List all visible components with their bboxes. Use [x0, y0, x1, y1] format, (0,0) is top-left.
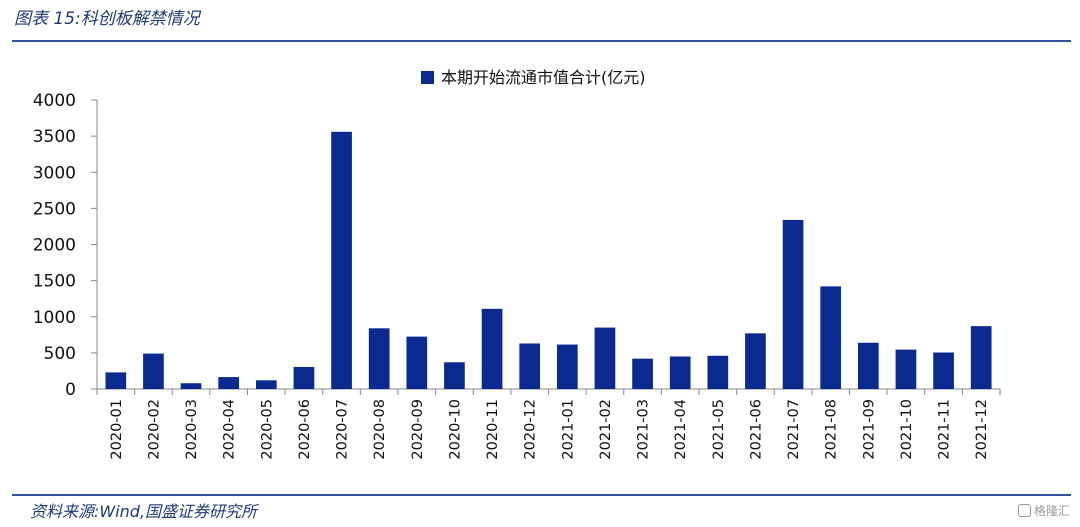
x-category-label: 2020-06 — [297, 399, 313, 460]
watermark: 格隆汇 — [1017, 502, 1070, 519]
x-category-label: 2021-11 — [937, 399, 953, 460]
bar — [180, 383, 202, 389]
source-note: 资料来源:Wind,国盛证券研究所 — [30, 502, 258, 521]
bar — [556, 344, 578, 389]
x-category-label: 2020-12 — [523, 399, 539, 460]
legend-swatch — [421, 71, 434, 84]
figure-title: 图表 15:科创板解禁情况 — [14, 9, 200, 29]
x-category-label: 2020-07 — [335, 399, 351, 460]
bar — [745, 333, 766, 389]
x-category-label: 2021-02 — [598, 399, 614, 460]
x-category-label: 2020-01 — [109, 399, 125, 460]
bar — [519, 343, 541, 389]
source-divider — [12, 494, 1071, 496]
bar — [406, 336, 428, 389]
y-tick-label: 3000 — [33, 163, 76, 183]
bar — [481, 308, 503, 389]
bar — [669, 356, 691, 389]
x-category-label: 2021-10 — [899, 399, 915, 460]
bar — [707, 355, 729, 389]
y-tick-label: 2500 — [33, 199, 76, 219]
bar — [820, 286, 842, 389]
bar — [368, 328, 390, 389]
y-tick-label: 0 — [65, 380, 76, 400]
y-tick-label: 4000 — [33, 91, 76, 111]
y-tick-label: 1500 — [33, 272, 76, 292]
bar — [970, 326, 992, 389]
x-category-label: 2020-02 — [146, 399, 162, 460]
bar — [105, 372, 127, 389]
bar — [594, 327, 616, 389]
bar — [293, 366, 315, 389]
bar — [632, 358, 653, 389]
x-category-label: 2021-08 — [824, 399, 840, 460]
watermark-logo-icon — [1017, 504, 1031, 517]
x-category-label: 2020-03 — [184, 399, 200, 460]
x-category-label: 2020-11 — [485, 399, 501, 460]
bar — [933, 352, 954, 389]
x-category-label: 2021-06 — [748, 399, 764, 460]
x-category-label: 2021-07 — [786, 399, 802, 460]
x-category-label: 2021-03 — [636, 399, 652, 460]
y-tick-label: 1000 — [33, 308, 76, 328]
x-category-label: 2021-09 — [861, 399, 877, 460]
bar — [857, 342, 879, 389]
x-category-label: 2020-08 — [372, 399, 388, 460]
legend-label: 本期开始流通市值合计(亿元) — [441, 68, 646, 87]
title-divider — [12, 40, 1071, 42]
bar — [331, 131, 352, 390]
x-category-label: 2020-04 — [222, 399, 238, 460]
x-category-label: 2021-01 — [560, 399, 576, 460]
bar — [895, 349, 917, 389]
y-tick-label: 500 — [44, 344, 76, 364]
bar — [143, 353, 164, 389]
bar — [255, 380, 277, 389]
watermark-text: 格隆汇 — [1033, 504, 1070, 518]
bar — [782, 219, 804, 389]
x-category-label: 2021-12 — [974, 399, 990, 460]
y-tick-label: 3500 — [33, 127, 76, 147]
bar — [218, 377, 240, 389]
x-category-label: 2021-05 — [711, 399, 727, 460]
x-category-label: 2020-05 — [259, 399, 275, 460]
x-category-label: 2021-04 — [673, 399, 689, 460]
bar — [444, 362, 465, 389]
x-category-label: 2020-10 — [447, 399, 463, 460]
y-tick-label: 2000 — [33, 236, 76, 256]
x-category-label: 2020-09 — [410, 399, 426, 460]
